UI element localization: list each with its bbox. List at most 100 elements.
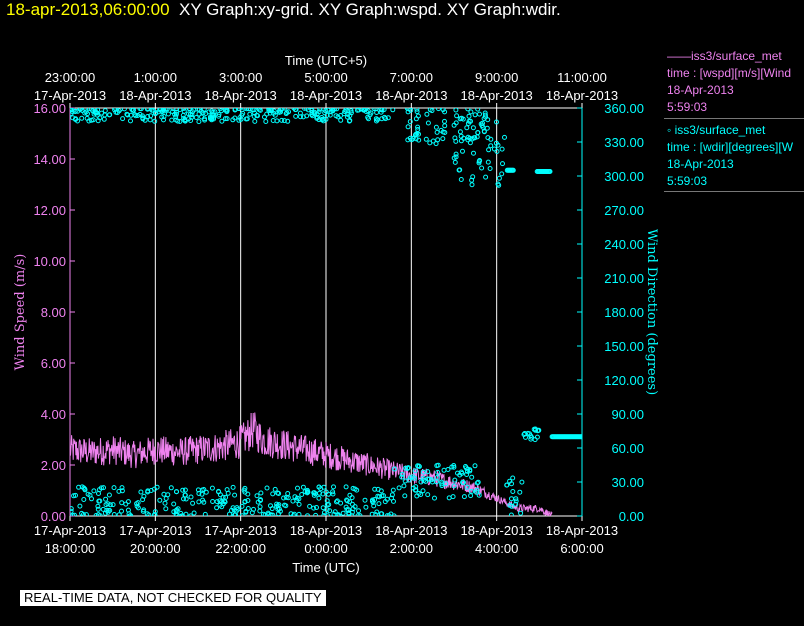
wdir-point [92,109,98,115]
top-tick-date: 18-Apr-2013 [546,88,618,103]
wdir-point [251,506,256,512]
wdir-point [494,149,500,154]
wdir-point [534,434,540,440]
wdir-point [146,512,152,516]
wdir-point [379,493,385,499]
wdir-point [124,111,130,117]
wdir-point [330,489,336,495]
wdir-point [311,492,317,498]
wdir-point [228,508,234,513]
wdir-point [491,146,497,152]
wdir-point [475,479,481,485]
wdir-point [196,499,202,505]
wdir-point [375,486,381,492]
wdir-point [75,108,81,114]
wdir-point [159,114,165,120]
wdir-point [89,496,94,502]
wdir-point [475,130,481,136]
wdir-point [458,469,464,475]
wdir-point [269,506,275,512]
wdir-point [126,511,132,516]
wdir-point [486,147,492,153]
wdir-point [532,437,538,443]
wdir-point [181,496,186,502]
wdir-point [495,181,501,187]
wdir-point [402,493,408,499]
wdir-point [163,506,169,512]
wdir-point [245,491,251,497]
wdir-point [174,108,180,112]
wdir-point [249,108,255,113]
wdir-point [469,474,475,480]
wdir-point [140,116,146,122]
wdir-point [82,486,88,492]
wdir-point [309,108,314,111]
wdir-point [177,108,183,112]
wdir-point [182,117,188,123]
wdir-point [101,116,107,122]
wdir-point [70,108,75,112]
wdir-point [316,495,322,501]
wdir-point [106,492,112,498]
wdir-point [389,492,395,498]
wdir-point [244,108,250,112]
wdir-point [355,513,361,516]
wdir-point [77,503,83,509]
wdir-point [152,512,157,516]
wdir-point [102,510,108,516]
legend-divider [664,118,804,119]
wdir-point [203,111,209,116]
wdir-point [102,108,108,114]
wdir-point [196,491,202,496]
wdir-point [416,463,422,469]
wdir-point [441,467,447,473]
wdir-point [453,151,459,157]
bottom-tick-date: 18-Apr-2013 [461,523,533,538]
top-tick-time: 23:00:00 [45,70,96,85]
wdir-point [159,109,165,115]
wdir-point [133,113,139,119]
wdir-point [79,115,85,121]
wdir-point [476,492,482,498]
wdir-point [454,113,460,119]
wdir-point [458,177,464,182]
wdir-point [476,160,482,166]
legend-wspd-name: ——iss3/surface_met [667,49,782,63]
wdir-point [378,108,384,112]
wdir-point [451,483,457,489]
wdir-point [338,113,344,118]
wdir-point [202,117,208,123]
wdir-point [379,116,385,122]
wdir-point [420,488,426,494]
wdir-point [145,108,150,112]
wdir-point [495,142,501,148]
wdir-point [450,494,456,500]
wdir-point [171,501,177,507]
right-tick-label: 150.00 [604,339,644,354]
bottom-tick-time: 2:00:00 [390,541,433,556]
wdir-point [188,494,194,500]
wdir-point [125,499,131,505]
wdir-point [379,511,385,516]
wdir-point [173,511,179,516]
wdir-point [494,119,499,125]
wdir-point [81,485,87,491]
wdir-point [331,484,336,490]
wdir-point [119,508,124,514]
legend-wdir-name: ◦ iss3/surface_met [667,123,766,137]
wdir-point [191,510,197,516]
wdir-point [317,490,322,496]
wdir-point [102,112,108,118]
wdir-point [210,499,216,504]
wdir-point [343,504,349,510]
wdir-point [390,108,396,113]
wdir-point [311,505,317,511]
wdir-point [234,505,240,511]
bottom-tick-date: 17-Apr-2013 [119,523,191,538]
wdir-point [369,511,375,516]
wdir-point [310,113,315,119]
wdir-point [267,110,273,116]
wdir-point [276,491,282,496]
legend-wdir-date: 18-Apr-2013 [667,157,734,171]
wdir-point [467,135,473,141]
